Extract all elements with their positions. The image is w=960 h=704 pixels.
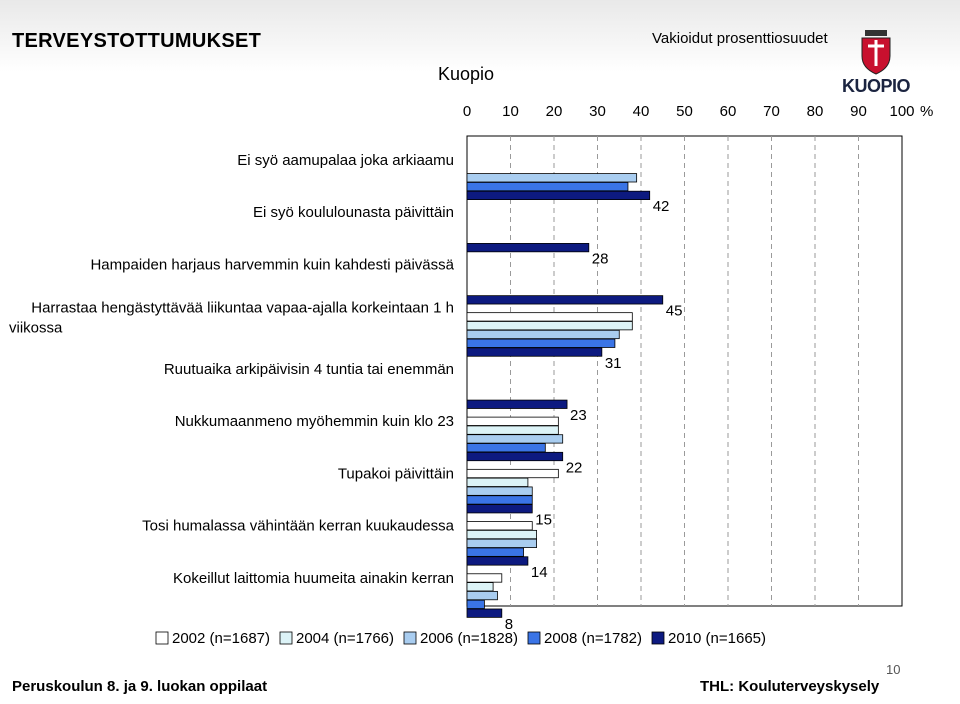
data-label: 15: [535, 512, 552, 529]
page-title: TERVEYSTOTTUMUKSET: [12, 30, 262, 52]
bar: [466, 521, 533, 531]
data-label: 45: [666, 303, 683, 320]
legend-label: 2006 (n=1828): [420, 630, 518, 647]
category-label: Tosi humalassa vähintään kerran kuukaude…: [142, 518, 455, 535]
bar: [466, 486, 533, 496]
legend-label: 2008 (n=1782): [544, 630, 642, 647]
legend-swatch: [403, 631, 417, 645]
legend-label: 2004 (n=1766): [296, 630, 394, 647]
data-label: 28: [592, 250, 609, 267]
footer-source: THL: Kouluterveyskysely: [700, 678, 880, 695]
x-tick-label: 0: [463, 103, 471, 120]
bar: [466, 312, 633, 322]
bar: [466, 556, 529, 566]
category-label: Tupakoi päivittäin: [338, 465, 454, 482]
x-tick-label: 10: [502, 103, 519, 120]
category-label: Kokeillut laittomia huumeita ainakin ker…: [173, 570, 454, 587]
data-label: 31: [605, 355, 622, 372]
bar: [466, 181, 629, 192]
legend-label: 2002 (n=1687): [172, 630, 270, 647]
bar: [466, 425, 559, 435]
logo-text: KUOPIO: [841, 76, 911, 96]
x-tick-label: 90: [850, 103, 867, 120]
category-label: viikossa: [9, 320, 63, 337]
bar: [466, 582, 494, 592]
coat-of-arms-icon: [861, 30, 891, 75]
bar: [466, 416, 559, 426]
data-label: 22: [566, 459, 583, 476]
bar: [466, 573, 503, 583]
bar: [466, 399, 568, 409]
legend-swatch: [155, 631, 169, 645]
bar: [466, 547, 524, 557]
x-tick-label: 60: [720, 103, 737, 120]
bar: [466, 468, 559, 479]
bar: [466, 434, 564, 444]
data-label: 23: [570, 407, 587, 424]
bar: [466, 504, 533, 514]
x-tick-label: 50: [676, 103, 693, 120]
bar: [466, 347, 603, 357]
category-label: Ruutuaika arkipäivisin 4 tuntia tai enem…: [164, 361, 454, 378]
x-tick-label: 40: [633, 103, 650, 120]
header-band: [0, 0, 960, 72]
bar: [466, 608, 503, 618]
x-tick-label: 30: [589, 103, 606, 120]
legend-swatch: [527, 631, 541, 645]
bar: [466, 477, 529, 487]
place-label: Kuopio: [438, 64, 495, 84]
bar: [466, 190, 651, 200]
x-tick-label: 80: [807, 103, 824, 120]
bar: [466, 173, 638, 183]
data-label: 14: [531, 564, 548, 581]
bar: [466, 529, 537, 540]
bar: [466, 538, 537, 548]
category-label: Nukkumaanmeno myöhemmin kuin klo 23: [175, 413, 454, 430]
data-label: 8: [505, 616, 513, 633]
bar: [466, 599, 485, 609]
category-label: Ei syö koululounasta päivittäin: [253, 204, 454, 221]
bar: [466, 338, 616, 348]
kuopio-logo: KUOPIO: [838, 28, 914, 98]
x-unit-label: %: [920, 103, 933, 120]
x-tick-label: 70: [763, 103, 780, 120]
footer-population: Peruskoulun 8. ja 9. luokan oppilaat: [12, 678, 268, 695]
bar: [466, 243, 590, 253]
bar: [466, 495, 533, 505]
x-tick-label: 20: [546, 103, 563, 120]
bar: [466, 295, 664, 305]
bar: [466, 451, 564, 462]
legend-label: 2010 (n=1665): [668, 630, 766, 647]
category-label: Hampaiden harjaus harvemmin kuin kahdest…: [90, 256, 454, 273]
bar: [466, 321, 633, 331]
bar: [466, 329, 620, 340]
legend-swatch: [279, 631, 293, 645]
category-label: Harrastaa hengästyttävää liikuntaa vapaa…: [31, 300, 454, 317]
page-number: 10: [886, 662, 901, 677]
page-subtitle: Vakioidut prosenttiosuudet: [652, 30, 828, 47]
legend-swatch: [651, 631, 665, 645]
data-label: 42: [653, 198, 670, 215]
bar: [466, 590, 498, 601]
bar: [466, 443, 546, 453]
category-label: Ei syö aamupalaa joka arkiaamu: [237, 152, 454, 169]
x-tick-label: 100: [889, 103, 914, 120]
